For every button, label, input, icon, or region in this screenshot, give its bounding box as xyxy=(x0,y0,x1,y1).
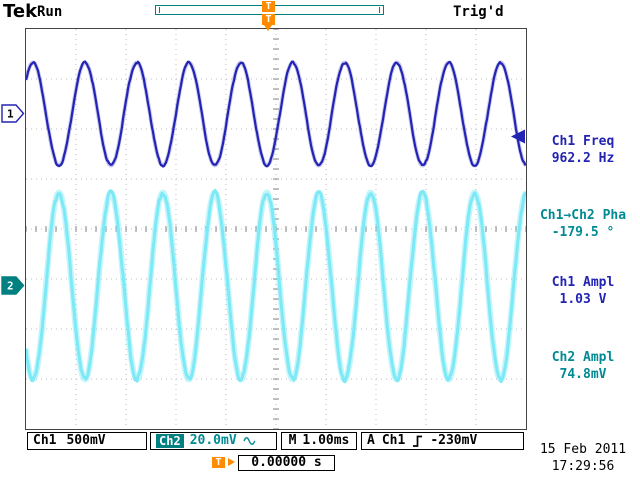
ch1-marker-label: 1 xyxy=(7,108,14,121)
trigger-readout: A Ch1 -230mV xyxy=(361,432,524,450)
ch1-ground-marker: 1 xyxy=(1,104,25,123)
timebase-readout: M 1.00ms xyxy=(281,432,357,450)
measurement-ch1-freq: Ch1 Freq 962.2 Hz xyxy=(528,133,638,167)
horizontal-position-readout: 0.00000 s xyxy=(238,455,335,471)
ch1-scale-value: 500mV xyxy=(66,433,106,448)
graticule xyxy=(23,28,529,430)
measurement-value: 74.8mV xyxy=(559,367,607,382)
measurement-label: Ch2 Ampl xyxy=(551,350,615,365)
ch1-label: Ch1 xyxy=(33,433,57,448)
timebase-label: M xyxy=(288,433,297,448)
ch2-marker-label: 2 xyxy=(7,280,14,293)
measurement-value: 962.2 Hz xyxy=(551,151,615,166)
measurement-label: Ch1 Freq xyxy=(551,134,615,149)
waveform-display xyxy=(23,28,529,430)
trigger-source: Ch1 xyxy=(381,433,406,448)
rising-edge-icon xyxy=(413,435,423,447)
trigger-screen-position-arrow-icon xyxy=(264,25,272,31)
ch2-ground-marker: 2 xyxy=(1,276,25,295)
trigger-screen-position-icon: T xyxy=(262,14,275,25)
timebase-value: 1.00ms xyxy=(302,433,350,448)
trigger-record-position-icon: T xyxy=(262,1,275,12)
measurement-ch1-ch2-phase: Ch1→Ch2 Pha -179.5 ° xyxy=(528,207,638,241)
ac-coupling-icon xyxy=(243,437,256,445)
tek-logo: Tek xyxy=(3,1,38,22)
measurement-label: Ch1 Ampl xyxy=(551,275,615,290)
measurement-value: 1.03 V xyxy=(559,292,607,307)
measurement-ch1-ampl: Ch1 Ampl 1.03 V xyxy=(528,274,638,308)
measurement-label: Ch1→Ch2 Pha xyxy=(539,208,627,223)
ch2-label-chip: Ch2 xyxy=(156,434,184,448)
measurement-value: -179.5 ° xyxy=(551,225,615,240)
horizontal-position-t-icon: T xyxy=(212,457,225,468)
trigger-level-value: -230mV xyxy=(430,433,478,448)
right-arrow-icon xyxy=(228,458,235,466)
time-label: 17:29:56 xyxy=(551,459,615,474)
trigger-mode-label: A xyxy=(367,433,375,448)
ch2-scale-readout: Ch2 20.0mV xyxy=(150,432,277,450)
record-window-right-bracket xyxy=(379,7,380,13)
ch2-scale-value: 20.0mV xyxy=(189,433,237,448)
datetime-block: 15 Feb 2011 17:29:56 xyxy=(528,441,638,475)
acquisition-state: Run xyxy=(37,4,63,20)
record-window-left-bracket xyxy=(159,7,160,13)
date-label: 15 Feb 2011 xyxy=(539,442,627,457)
ch1-scale-readout: Ch1 500mV xyxy=(27,432,147,450)
trigger-status: Trig'd xyxy=(453,4,504,20)
trigger-level-arrow-icon xyxy=(511,129,525,144)
measurement-ch2-ampl: Ch2 Ampl 74.8mV xyxy=(528,349,638,383)
